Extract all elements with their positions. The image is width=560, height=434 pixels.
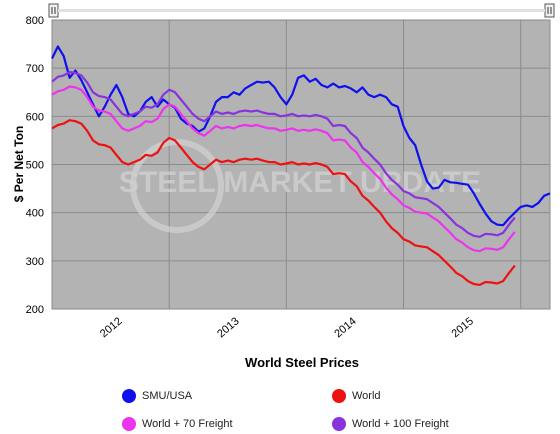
grid-lines	[52, 20, 550, 309]
y-tick-label: 200	[26, 304, 44, 316]
legend-marker	[332, 417, 346, 431]
series-line-world-70-freight	[51, 85, 516, 253]
series-line-world	[51, 119, 516, 286]
legend-item-smu-usa[interactable]: SMU/USA	[122, 389, 192, 403]
legend-label: World + 70 Freight	[142, 418, 233, 430]
y-axis: 200 300 400 500 600 700 800	[26, 15, 44, 316]
legend-item-world[interactable]: World	[332, 389, 381, 403]
range-navigator[interactable]	[58, 9, 545, 12]
legend-item-world-70-freight[interactable]: World + 70 Freight	[122, 417, 233, 431]
y-tick-label: 600	[26, 111, 44, 123]
series-line-world-100-freight	[51, 70, 516, 238]
legend-marker	[122, 417, 136, 431]
legend-label: World + 100 Freight	[352, 418, 449, 430]
watermark: STEEL MARKET UPDATE	[119, 139, 481, 233]
range-handle-left[interactable]	[48, 3, 59, 18]
y-tick-label: 700	[26, 63, 44, 75]
watermark-text: STEEL MARKET UPDATE	[119, 166, 481, 199]
x-tick-label: 2012	[98, 315, 124, 340]
y-tick-label: 400	[26, 208, 44, 220]
legend-item-world-100-freight[interactable]: World + 100 Freight	[332, 417, 449, 431]
legend-label: World	[352, 390, 381, 402]
y-tick-label: 800	[26, 15, 44, 27]
series-layer	[51, 45, 551, 286]
x-tick-label: 2015	[450, 315, 476, 340]
x-tick-label: 2014	[332, 315, 358, 340]
range-handle-right[interactable]	[544, 3, 555, 18]
y-tick-label: 500	[26, 160, 44, 172]
y-axis-label: $ Per Net Ton	[12, 126, 26, 202]
y-tick-label: 300	[26, 256, 44, 268]
x-axis-label: World Steel Prices	[245, 355, 359, 370]
legend-marker	[122, 389, 136, 403]
legend: SMU/USA World World + 70 Freight World +…	[0, 382, 560, 434]
x-axis: 2012 2013 2014 2015	[98, 315, 476, 340]
legend-marker	[332, 389, 346, 403]
legend-label: SMU/USA	[142, 390, 193, 402]
x-tick-label: 2013	[215, 315, 241, 340]
series-line-smu-usa	[51, 45, 551, 227]
